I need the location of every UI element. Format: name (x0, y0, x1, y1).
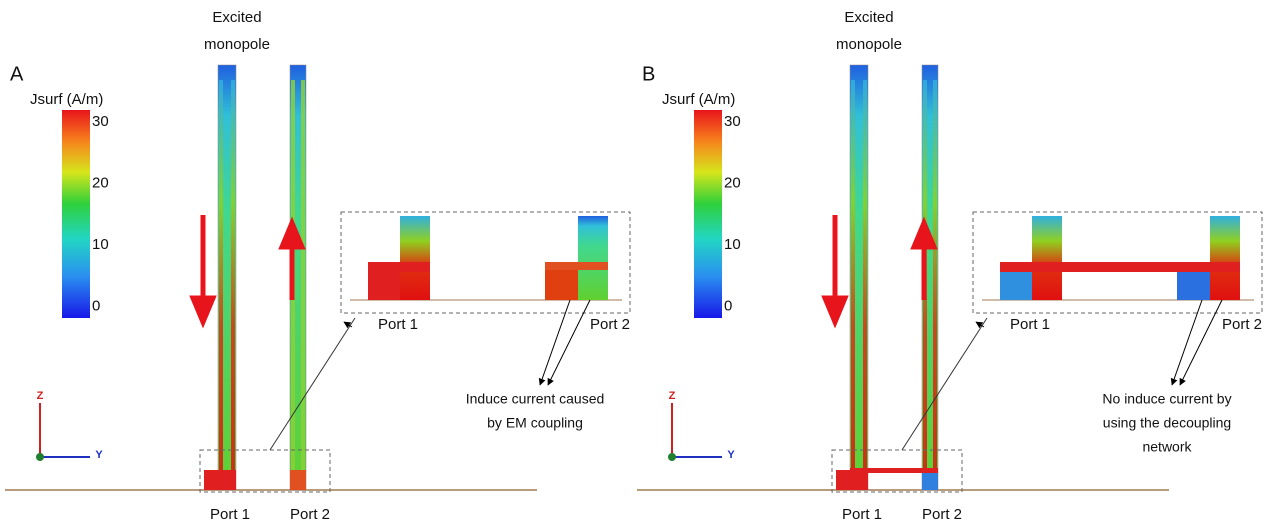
colorbar-tick-label: 30 (724, 113, 741, 130)
inset-strip (578, 216, 608, 300)
decoupling-line (850, 468, 938, 473)
port-label: Port 2 (290, 506, 330, 523)
annotation: network (1142, 439, 1192, 455)
x-axis (36, 453, 44, 461)
inset-strip (1032, 216, 1062, 300)
monopole-edge (863, 80, 867, 490)
inset-bar (545, 262, 608, 270)
zoom-box (199, 449, 331, 493)
inset-port-label: Port 2 (590, 316, 630, 333)
monopole-edge (851, 80, 855, 490)
excited-label: monopole (204, 36, 270, 53)
inset-port-label: Port 2 (1222, 316, 1262, 333)
inset-port-label: Port 1 (378, 316, 418, 333)
axis-label: Z (669, 390, 676, 402)
current-arrow (278, 216, 306, 300)
monopole-edge (301, 80, 305, 490)
annotation-arrow (547, 299, 591, 386)
colorbar-tick-label: 10 (92, 236, 109, 253)
annotation: No induce current by (1102, 391, 1231, 407)
excited-label: Excited (844, 9, 893, 26)
colorbar-tick-label: 20 (724, 174, 741, 191)
monopole-edge (933, 80, 937, 490)
excited-label: Excited (212, 9, 261, 26)
inset-strip (1210, 216, 1240, 300)
port-label: Port 1 (842, 506, 882, 523)
zoom-box (831, 449, 963, 493)
inset-port-label: Port 1 (1010, 316, 1050, 333)
feed (922, 470, 938, 490)
pointer (343, 321, 353, 329)
colorbar-tick-label: 10 (724, 236, 741, 253)
x-axis (668, 453, 676, 461)
annotation-arrow (538, 299, 571, 386)
inset-bar (1000, 262, 1240, 272)
zoom-link (269, 317, 356, 451)
annotation: by EM coupling (487, 415, 583, 431)
inset-bar (368, 262, 430, 272)
panel-letter: A (10, 63, 24, 85)
colorbar (62, 110, 90, 318)
port-label: Port 2 (922, 506, 962, 523)
colorbar-tick-label: 0 (724, 297, 732, 314)
colorbar-tick-label: 0 (92, 297, 100, 314)
axis-label: Y (727, 449, 735, 461)
pointer (975, 321, 985, 329)
annotation-arrow (1179, 299, 1223, 386)
feed (836, 470, 868, 490)
port-label: Port 1 (210, 506, 250, 523)
feed (204, 470, 236, 490)
annotation: using the decoupling (1103, 415, 1231, 431)
panel: A Excited monopole Jsurf (A/m) 30 20 10 0 Port 1… (5, 9, 631, 523)
axis-label: Y (95, 449, 103, 461)
monopole-edge (231, 80, 235, 490)
colorbar-tick-label: 30 (92, 113, 109, 130)
zoom-link (901, 317, 988, 451)
monopole-edge (219, 80, 223, 490)
current-arrow (821, 215, 849, 329)
panel: B Excited monopole Jsurf (A/m) 30 20 10 0 Port 1… (637, 9, 1263, 523)
colorbar (694, 110, 722, 318)
annotation-arrow (1170, 299, 1203, 386)
current-arrow (910, 216, 938, 300)
colorbar-tick-label: 20 (92, 174, 109, 191)
colorbar-title: Jsurf (A/m) (662, 91, 735, 108)
inset-strip (400, 216, 430, 300)
feed (290, 470, 306, 490)
panel-letter: B (642, 63, 655, 85)
current-arrow (189, 215, 217, 329)
annotation: Induce current caused (466, 391, 605, 407)
colorbar-title: Jsurf (A/m) (30, 91, 103, 108)
excited-label: monopole (836, 36, 902, 53)
axis-label: Z (37, 390, 44, 402)
